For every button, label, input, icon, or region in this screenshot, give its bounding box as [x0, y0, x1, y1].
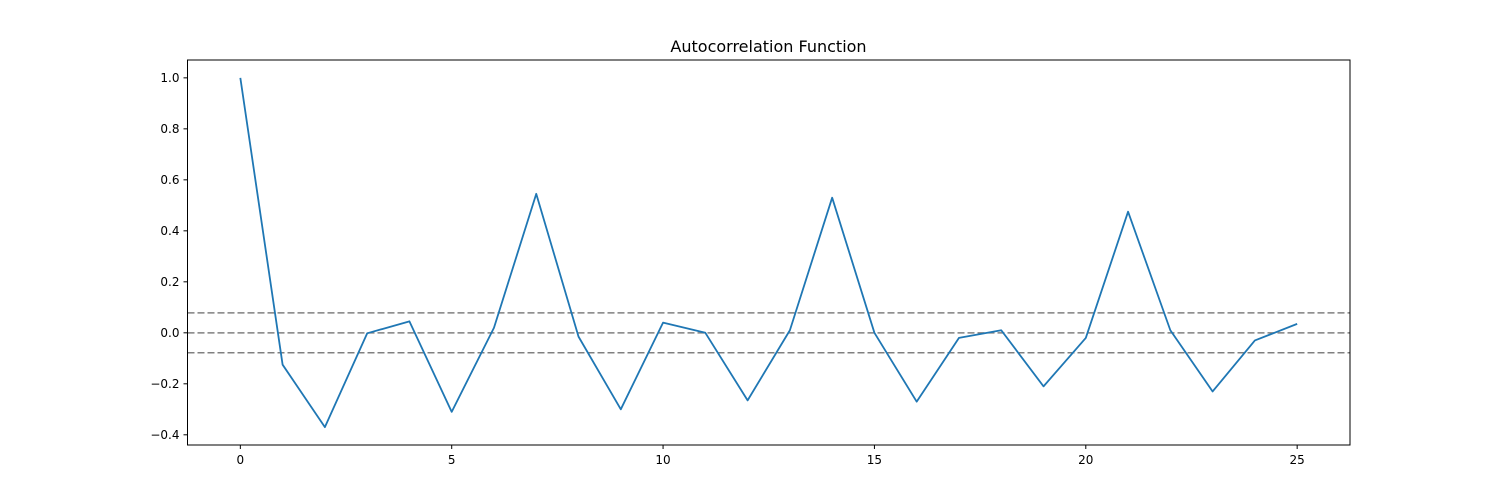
plot-frame [187, 59, 1351, 446]
y-tick-label: −0.2 [150, 377, 179, 391]
x-tick-label: 20 [1078, 453, 1093, 467]
y-tick-label: −0.4 [150, 428, 179, 442]
y-tick-label: 0.8 [160, 122, 179, 136]
reference-lines [187, 312, 1350, 354]
series-line-0 [239, 77, 1298, 429]
y-tick-label: 1.0 [160, 71, 179, 85]
y-tick-label: 0.0 [160, 326, 179, 340]
y-axis: −0.4 −0.2 0.0 0.2 0.4 0.6 0.8 1.0 [150, 71, 188, 442]
chart-title: Autocorrelation Function [670, 37, 866, 56]
y-tick-label: 0.6 [160, 173, 179, 187]
x-tick-label: 5 [448, 453, 456, 467]
y-tick-label: 0.4 [160, 224, 179, 238]
x-tick-label: 25 [1290, 453, 1305, 467]
x-tick-label: 10 [655, 453, 670, 467]
x-tick-label: 0 [237, 453, 245, 467]
x-axis: 0 5 10 15 20 25 [237, 445, 1305, 467]
x-tick-label: 15 [867, 453, 882, 467]
series-layer [239, 77, 1298, 429]
y-tick-label: 0.2 [160, 275, 179, 289]
